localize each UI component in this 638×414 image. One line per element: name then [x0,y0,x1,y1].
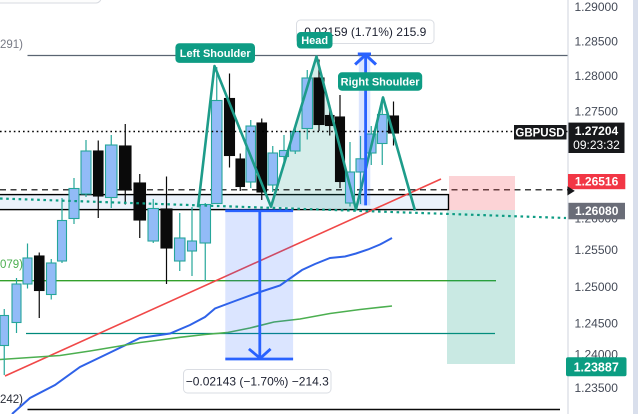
svg-text:1.26516: 1.26516 [575,175,619,189]
svg-text:1.28000: 1.28000 [575,69,619,83]
svg-text:1.29000: 1.29000 [575,0,619,14]
svg-text:1.27500: 1.27500 [575,105,619,119]
svg-text:1.27204: 1.27204 [575,124,619,138]
svg-text:09:23:32: 09:23:32 [573,138,620,152]
svg-text:1.25500: 1.25500 [575,243,619,257]
svg-text:GBPUSD: GBPUSD [515,127,564,139]
svg-text:242): 242) [0,394,23,406]
svg-text:Head: Head [301,35,328,47]
svg-text:1.28500: 1.28500 [575,35,619,49]
svg-text:Right Shoulder: Right Shoulder [341,76,421,88]
svg-text:0.02159 (1.71%) 215.9: 0.02159 (1.71%) 215.9 [304,25,426,39]
svg-text:291): 291) [0,39,23,51]
svg-text:1.23500: 1.23500 [575,381,619,395]
svg-text:Left Shoulder: Left Shoulder [180,48,252,60]
svg-text:1.25000: 1.25000 [575,280,619,294]
svg-text:1.23887: 1.23887 [574,361,619,375]
svg-text:079): 079) [0,259,23,271]
svg-text:−0.02143 (−1.70%) −214.3: −0.02143 (−1.70%) −214.3 [186,375,329,389]
svg-text:1.26080: 1.26080 [575,204,619,218]
svg-text:1.24500: 1.24500 [575,317,619,331]
